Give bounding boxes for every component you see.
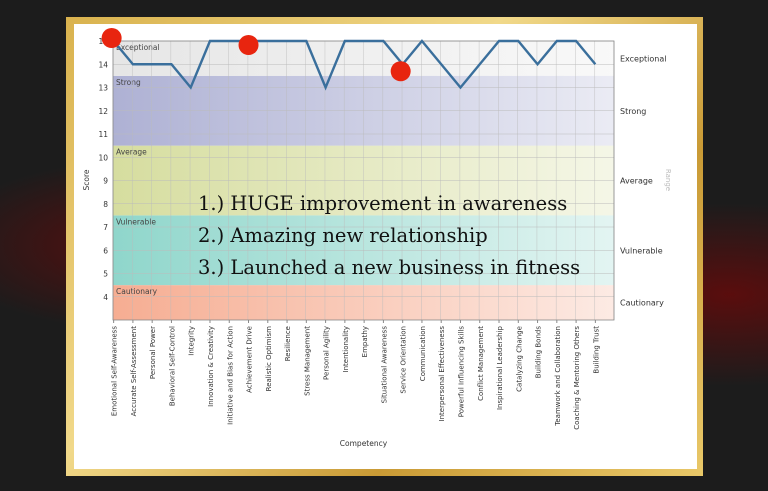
x-tick-label: Realistic Optimism [265,326,273,391]
y-tick-label: 13 [98,84,108,93]
x-tick-label: Empathy [361,326,369,357]
x-tick-label: Personal Agility [323,326,331,380]
y-tick-label: 7 [103,223,108,232]
x-tick-label: Teamwork and Collaboration [554,326,562,427]
band-label: Average [116,148,147,157]
annotation-2: 2.) Amazing new relationship [198,224,488,247]
band-label: Strong [116,78,141,87]
y-tick-label: 6 [103,246,108,255]
y-tick-label: 14 [98,60,108,69]
x-tick-label: Coaching & Mentoring Others [573,326,581,430]
x-tick-label: Behavioral Self-Control [168,326,176,406]
x-tick-label: Catalyzing Change [515,326,523,392]
highlight-marker [390,61,411,82]
y-tick-label: 12 [98,107,108,116]
x-axis-label: Competency [340,439,388,448]
x-tick-label: Personal Power [149,326,157,379]
y-tick-label: 4 [103,293,108,302]
range-label: Strong [620,107,646,116]
x-tick-label: Conflict Management [477,326,485,401]
x-tick-label: Achievement Drive [246,326,254,393]
x-tick-label: Integrity [188,326,196,356]
y-axis-label: Score [82,169,91,190]
annotation-3: 3.) Launched a new business in fitness [198,256,581,279]
band-label: Cautionary [116,287,158,296]
x-tick-label: Inspirational Leadership [496,325,504,410]
series-line [112,39,597,91]
highlight-marker [101,28,122,48]
x-tick-label: Building Trust [592,326,600,374]
y-tick-label: 5 [103,270,108,279]
x-tick-label: Innovation & Creativity [207,326,215,407]
x-tick-label: Stress Management [303,326,311,396]
highlight-marker [238,35,259,55]
band-label: Exceptional [116,43,160,52]
right-axis-label: Range [664,169,672,191]
y-tick-label: 8 [103,200,108,209]
range-label: Exceptional [620,54,667,63]
x-tick-label: Powerful Influencing Skills [457,326,465,418]
x-tick-label: Service Orientation [400,326,408,394]
range-label: Cautionary [620,299,664,308]
x-tick-label: Interpersonal Effectiveness [438,326,446,422]
range-label: Vulnerable [620,246,663,255]
y-tick-label: 9 [103,177,108,186]
y-tick-label: 11 [98,130,108,139]
range-label: Average [620,177,653,186]
x-tick-label: Accurate Self-Assessment [130,326,138,417]
band-label: Vulnerable [116,217,156,226]
x-tick-label: Emotional Self-Awareness [111,326,119,416]
x-tick-label: Intentionality [342,326,350,372]
x-tick-label: Resilience [284,326,292,361]
x-tick-label: Situational Awareness [380,326,388,404]
y-tick-label: 10 [98,153,108,162]
annotation-1: 1.) HUGE improvement in awareness [198,192,568,215]
x-tick-label: Communication [419,326,427,381]
x-tick-label: Building Bonds [535,326,543,379]
x-tick-label: Initiative and Bias for Action [226,326,234,425]
